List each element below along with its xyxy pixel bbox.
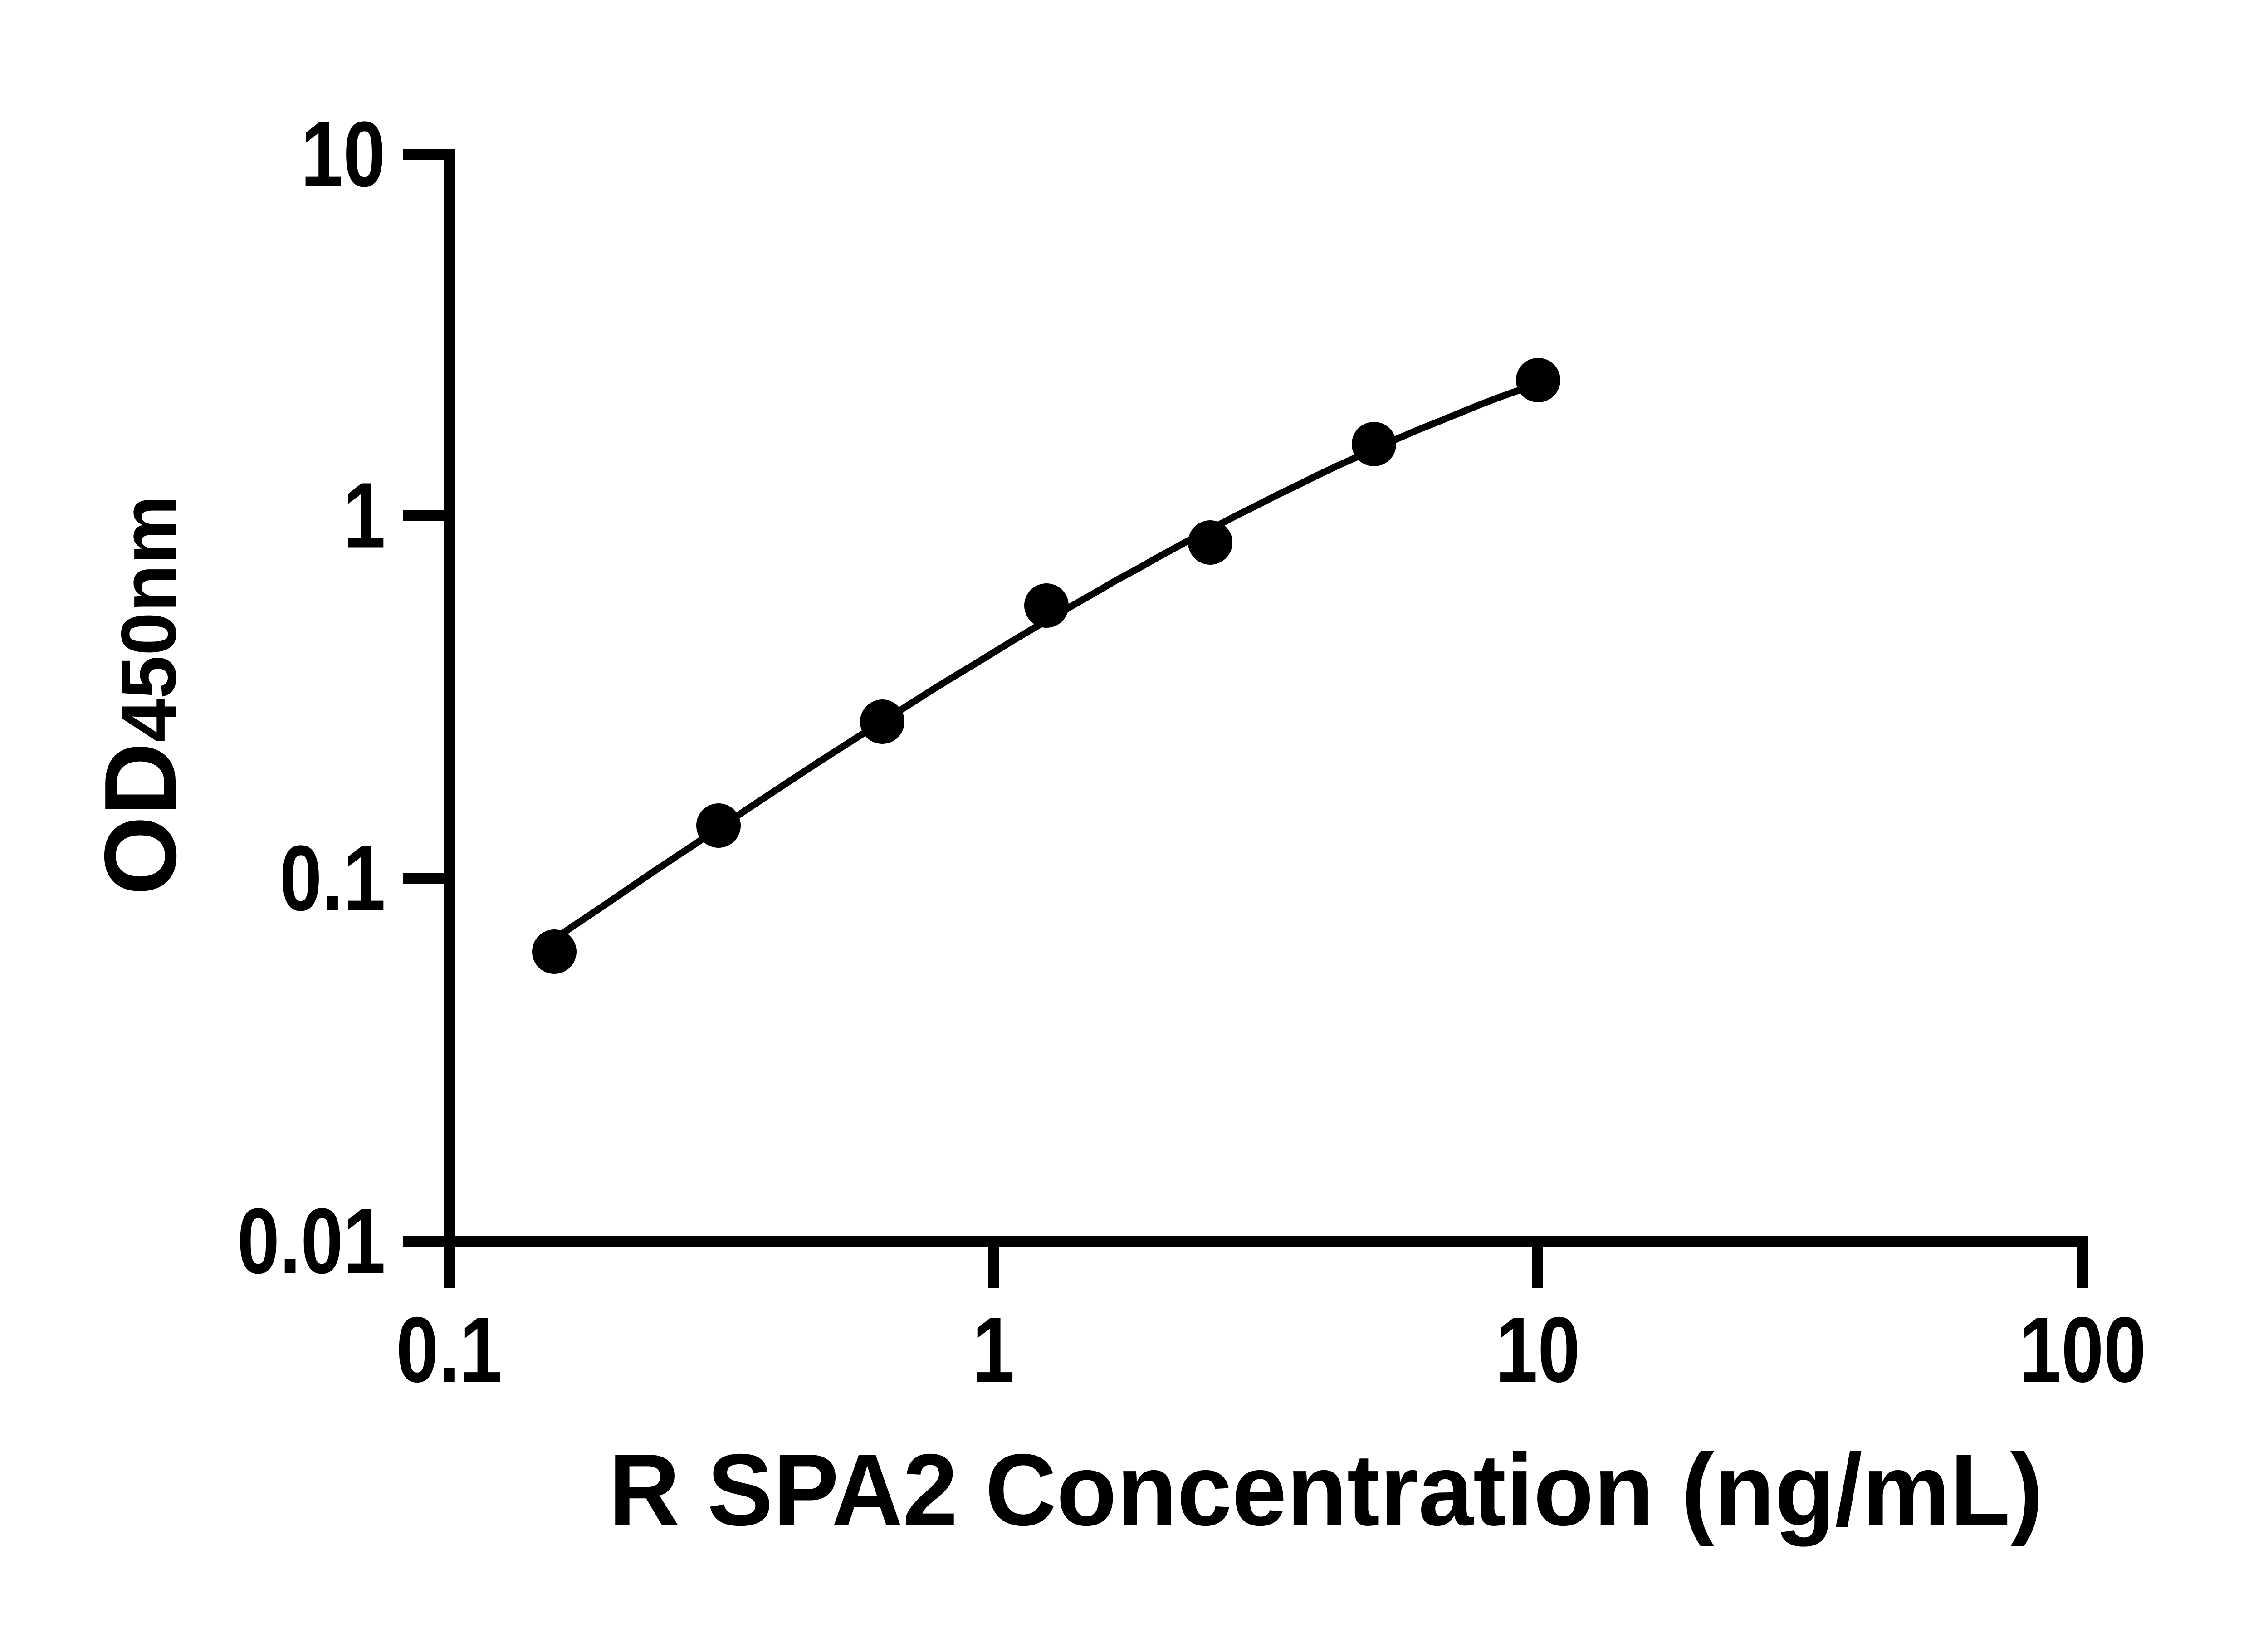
svg-text:10: 10 [1496,1297,1580,1402]
svg-text:100: 100 [2019,1297,2146,1402]
svg-text:0.1: 0.1 [279,826,386,930]
svg-text:1: 1 [343,463,386,567]
svg-text:OD450nm: OD450nm [83,495,197,895]
svg-text:0.1: 0.1 [396,1297,502,1402]
svg-text:0.01: 0.01 [237,1189,386,1293]
svg-text:10: 10 [301,102,386,206]
svg-text:1: 1 [972,1297,1014,1402]
svg-text:R SPA2 Concentration (ng/mL): R SPA2 Concentration (ng/mL) [609,1433,2043,1547]
